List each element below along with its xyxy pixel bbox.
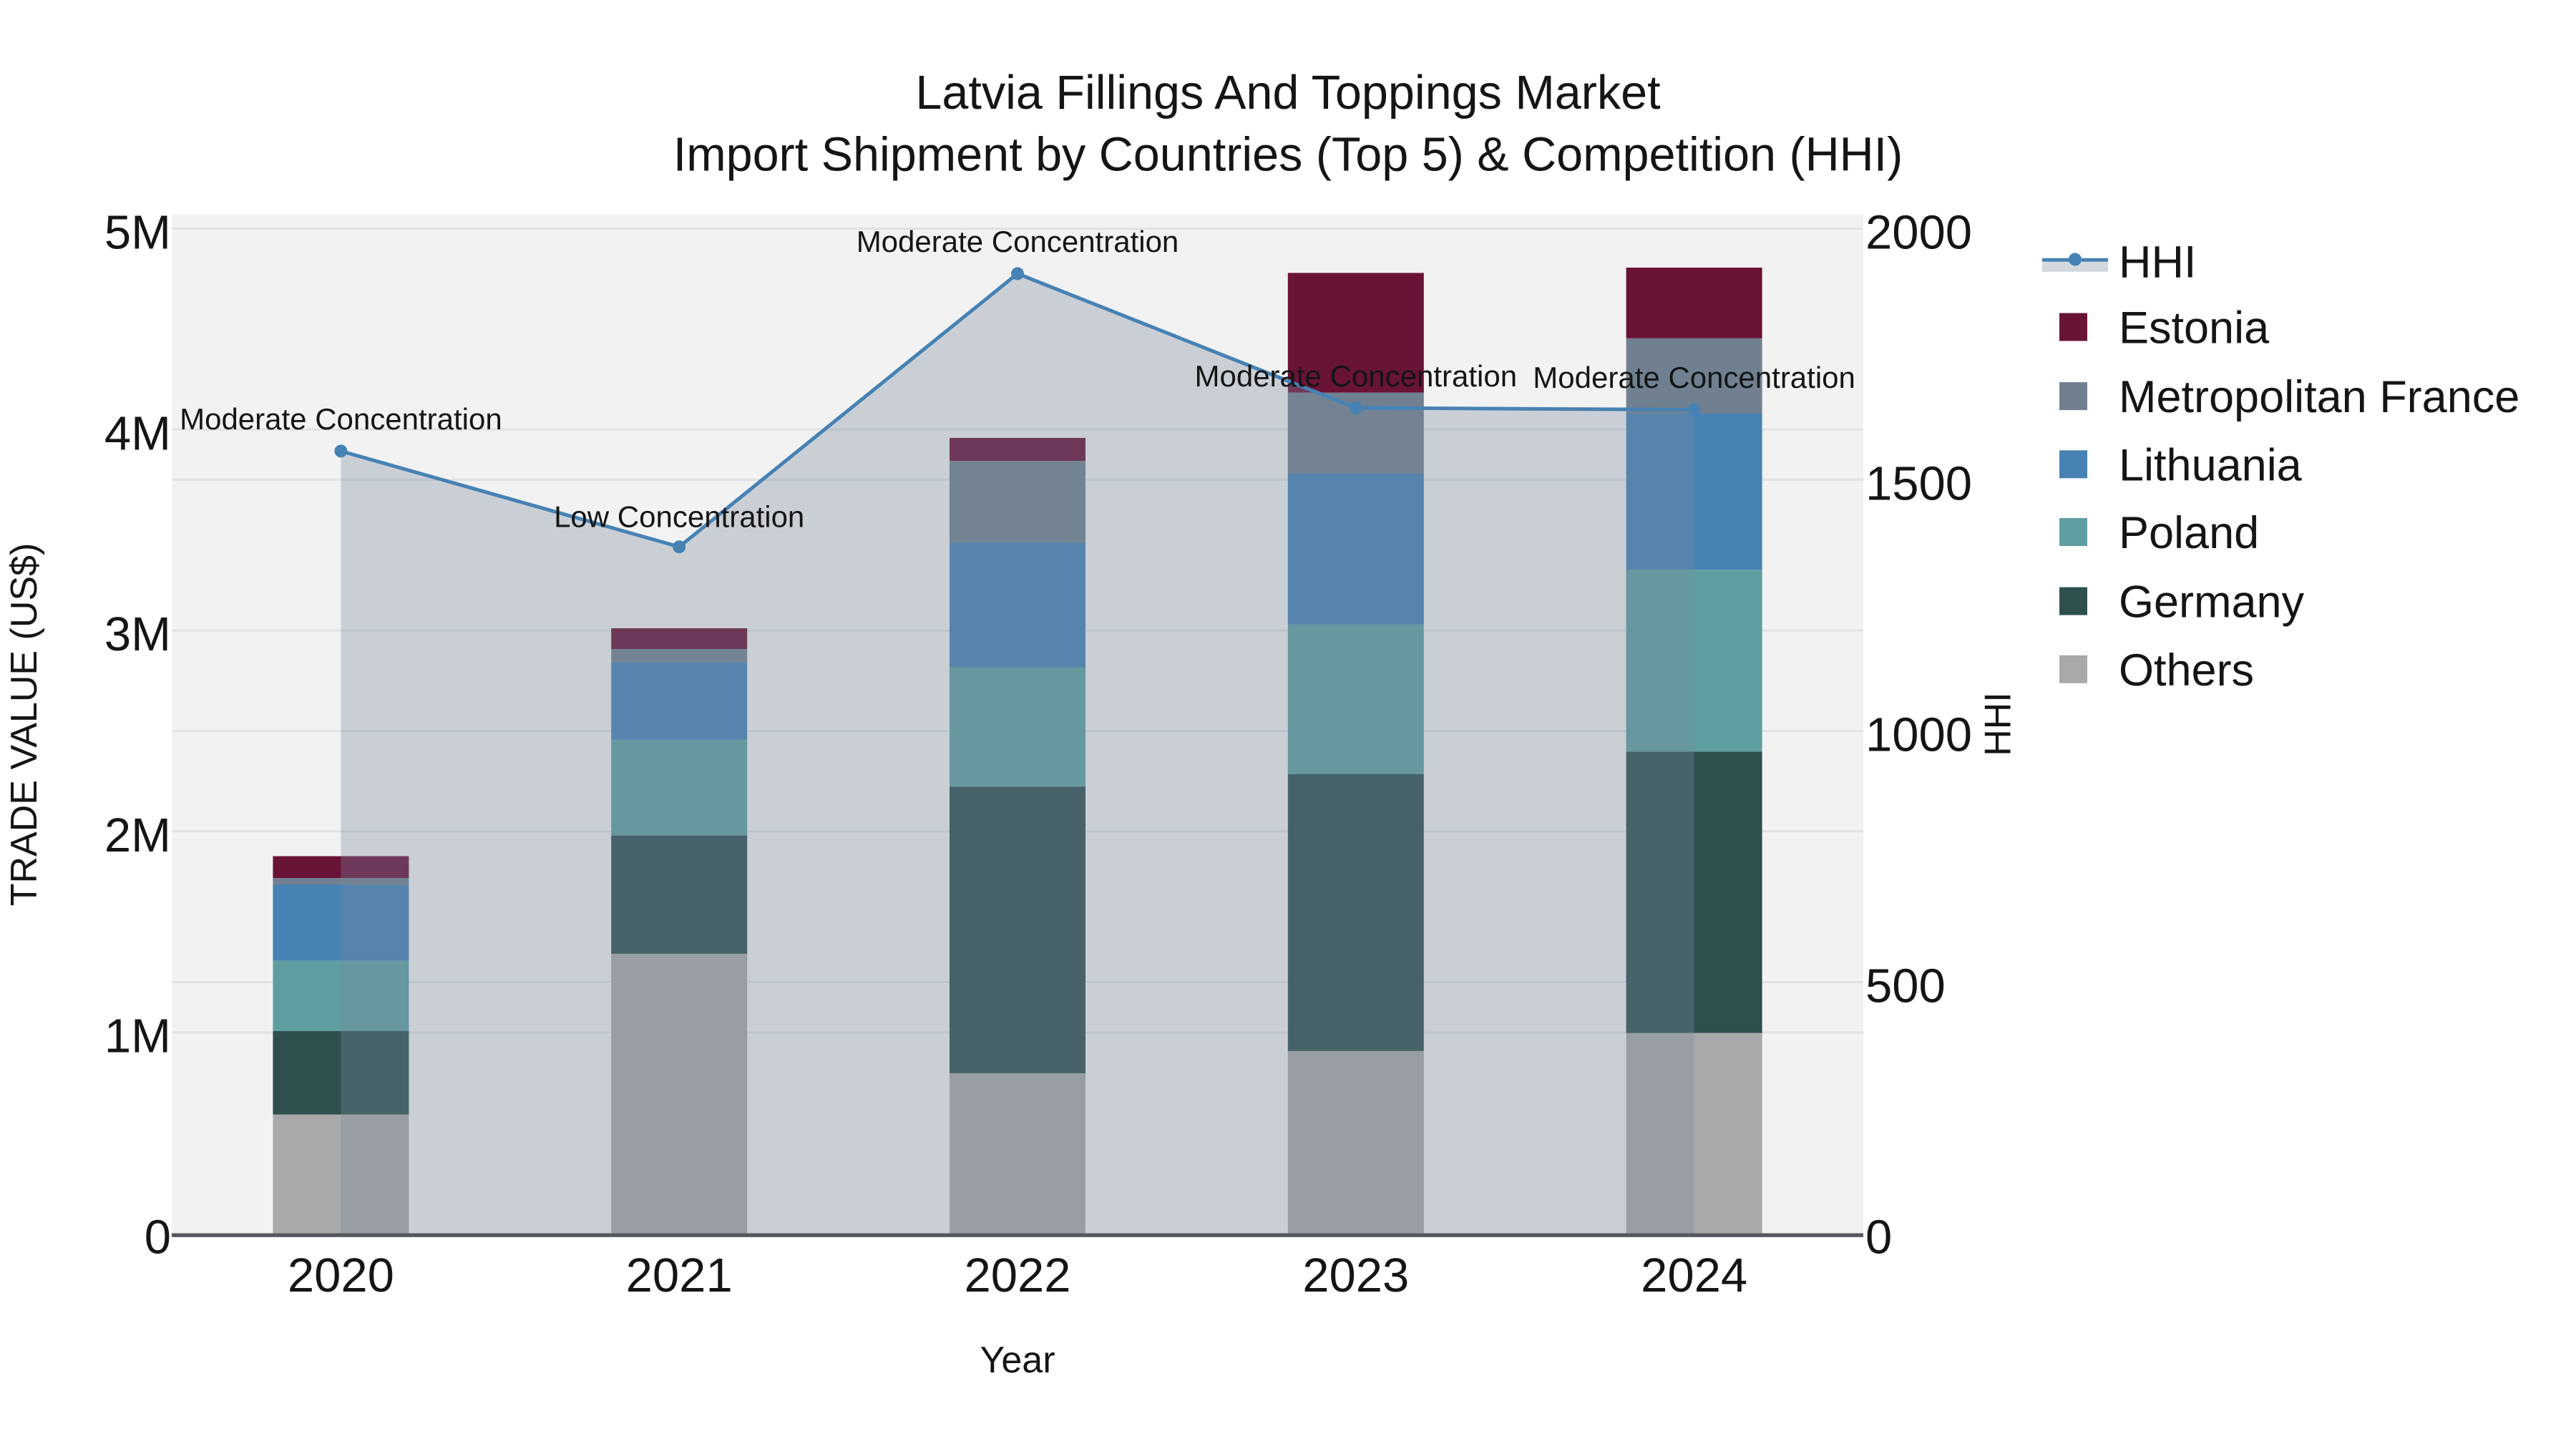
svg-text:Low Concentration: Low Concentration	[554, 500, 804, 534]
svg-text:2021: 2021	[626, 1249, 733, 1302]
svg-text:0: 0	[145, 1211, 171, 1264]
svg-text:Estonia: Estonia	[2119, 303, 2270, 353]
svg-text:1M: 1M	[104, 1010, 171, 1063]
svg-text:2M: 2M	[104, 809, 171, 862]
svg-text:Moderate Concentration: Moderate Concentration	[1533, 361, 1855, 394]
svg-text:1500: 1500	[1865, 457, 1972, 511]
svg-text:3M: 3M	[104, 608, 171, 661]
svg-text:0: 0	[1865, 1211, 1892, 1264]
svg-text:2023: 2023	[1302, 1249, 1409, 1302]
svg-text:2022: 2022	[964, 1249, 1070, 1302]
svg-text:1000: 1000	[1865, 708, 1972, 762]
svg-text:Year: Year	[980, 1340, 1055, 1381]
svg-text:Import Shipment by Countries (: Import Shipment by Countries (Top 5) & C…	[673, 129, 1903, 182]
svg-text:Others: Others	[2119, 645, 2254, 696]
svg-text:Latvia Fillings And Toppings M: Latvia Fillings And Toppings Market	[915, 67, 1660, 119]
svg-text:Lithuania: Lithuania	[2119, 440, 2303, 490]
svg-text:5M: 5M	[104, 206, 171, 260]
svg-text:500: 500	[1865, 960, 1946, 1013]
svg-text:Moderate Concentration: Moderate Concentration	[857, 225, 1179, 258]
svg-text:2024: 2024	[1641, 1249, 1747, 1302]
svg-text:Germany: Germany	[2119, 577, 2305, 628]
svg-text:Moderate Concentration: Moderate Concentration	[180, 402, 502, 436]
svg-text:2000: 2000	[1865, 206, 1972, 260]
svg-text:2020: 2020	[288, 1249, 394, 1302]
svg-text:Metropolitan France: Metropolitan France	[2119, 372, 2519, 422]
svg-text:HHI: HHI	[1978, 692, 2019, 756]
svg-text:Poland: Poland	[2119, 508, 2259, 558]
svg-text:TRADE VALUE (US$): TRADE VALUE (US$)	[4, 543, 45, 907]
svg-text:Moderate Concentration: Moderate Concentration	[1194, 359, 1517, 393]
svg-text:4M: 4M	[104, 406, 171, 460]
svg-text:HHI: HHI	[2119, 238, 2197, 288]
